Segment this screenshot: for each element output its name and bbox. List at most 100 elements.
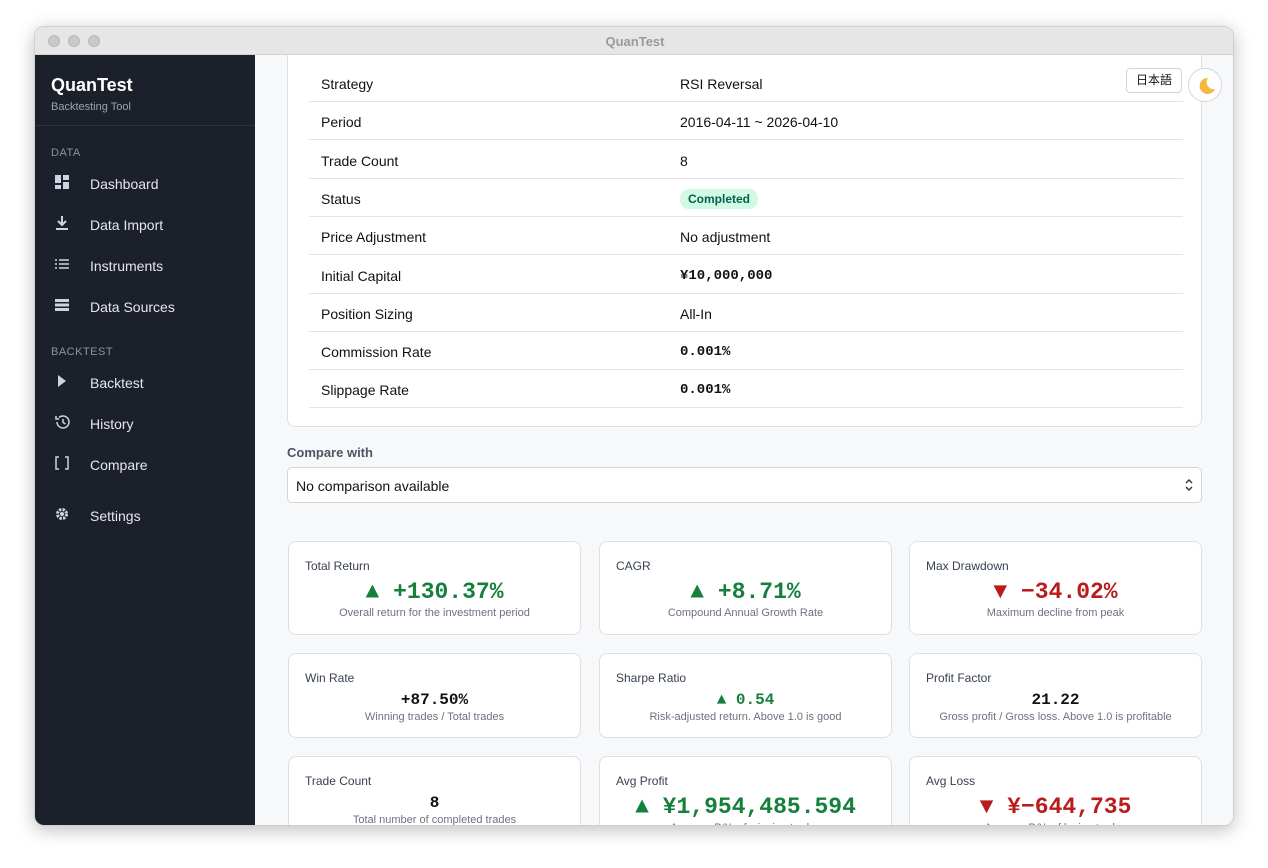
icon bbox=[55, 415, 70, 429]
detail-row: Period 2016-04-11 ~ 2026-04-10 bbox=[309, 102, 1183, 141]
metric-caption: Gross profit / Gross loss. Above 1.0 is … bbox=[939, 711, 1172, 723]
detail-label: Position Sizing bbox=[321, 305, 413, 322]
detail-label: Initial Capital bbox=[321, 267, 402, 284]
main-content: Strategy RSI Reversal Period 2016-04-11 ~ 2… bbox=[255, 55, 1233, 826]
metric-card: Avg Loss▼ ¥−644,735 Average P&L of losing… bbox=[909, 756, 1202, 825]
detail-row: Initial Capital ¥10,000,000 bbox=[309, 256, 1183, 294]
metric-card: Max Drawdown ▼ −34.02% Maximum decline fro… bbox=[909, 541, 1202, 635]
metric-value: +87.50% bbox=[400, 691, 469, 709]
select-value: No comparison available bbox=[296, 478, 450, 494]
icon bbox=[55, 259, 69, 269]
zoom-button[interactable] bbox=[88, 35, 100, 47]
detail-value: ¥10,000,000 bbox=[680, 267, 773, 284]
detail-row: Position Sizing All-In bbox=[309, 294, 1183, 332]
icon bbox=[55, 175, 69, 189]
detail-row: Trade Count 8 bbox=[309, 141, 1183, 179]
nav-item[interactable]: Data Sources bbox=[90, 299, 175, 315]
detail-row: Slippage Rate 0.001% bbox=[309, 370, 1183, 409]
brand: QuanTest bbox=[51, 75, 133, 95]
metric-caption: Overall return for the investment period bbox=[339, 607, 530, 619]
detail-value: 0.001% bbox=[680, 382, 731, 399]
metric-label: Total Return bbox=[305, 559, 370, 573]
theme-toggle[interactable] bbox=[1188, 68, 1222, 102]
detail-label: Price Adjustment bbox=[321, 229, 427, 246]
detail-label: Period bbox=[321, 114, 362, 131]
metric-value: ▼ ¥−644,735 bbox=[979, 794, 1132, 820]
nav-item[interactable]: Settings bbox=[90, 508, 141, 524]
icon bbox=[55, 299, 69, 311]
metric-value: ▼ −34.02% bbox=[993, 579, 1118, 605]
metric-label: Trade Count bbox=[305, 774, 372, 788]
detail-label: Trade Count bbox=[321, 152, 399, 169]
metric-caption: Average P&L of winning trades bbox=[600, 822, 891, 825]
detail-value: 2016-04-11 ~ 2026-04-10 bbox=[680, 114, 839, 131]
metric-card: CAGR ▲ +8.71% Compound Annual Growth Rate bbox=[599, 541, 892, 635]
details-card: Strategy RSI Reversal Period 2016-04-11 ~ 2… bbox=[287, 55, 1202, 427]
metric-label: Max Drawdown bbox=[926, 559, 1009, 573]
metric-label: Avg Profit bbox=[616, 774, 668, 788]
metric-card: Profit Factor 21.22 Gross profit / Gross l… bbox=[909, 653, 1202, 738]
detail-row: Commission Rate 0.001% bbox=[309, 332, 1183, 371]
icon bbox=[56, 216, 68, 230]
detail-value: No adjustment bbox=[680, 229, 771, 246]
nav-item[interactable]: Dashboard bbox=[90, 176, 159, 192]
detail-label: Strategy bbox=[321, 76, 374, 92]
metric-label: Avg Loss bbox=[926, 774, 976, 788]
brand-subtitle: Backtesting Tool bbox=[51, 101, 131, 113]
nav-item[interactable]: History bbox=[90, 416, 134, 432]
metric-value: ▲ +130.37% bbox=[365, 579, 504, 605]
metric-label: CAGR bbox=[616, 559, 651, 573]
compare-select[interactable]: No comparison available bbox=[287, 467, 1202, 503]
metric-caption: Average P&L of losing trades bbox=[910, 822, 1201, 825]
nav-item[interactable]: Instruments bbox=[90, 258, 164, 274]
metric-caption: Compound Annual Growth Rate bbox=[667, 607, 824, 619]
metric-value: 8 bbox=[429, 794, 440, 812]
metric-card: Avg Profit ▲ ¥1,954,485.594 Average P&L of… bbox=[599, 756, 892, 825]
icon bbox=[55, 456, 69, 470]
metric-card: Trade Count 8 Total number of completed tr… bbox=[288, 756, 581, 826]
moon-icon bbox=[1199, 77, 1215, 94]
close-button[interactable] bbox=[48, 35, 60, 47]
title-bar: QuanTest bbox=[35, 27, 1233, 55]
detail-row: Status Completed bbox=[309, 179, 1183, 217]
sidebar: QuanTest Backtesting Tool DATA Dashboard… bbox=[35, 55, 255, 825]
window: QuanTest QuanTest Backtesting Tool DATA … bbox=[34, 26, 1234, 826]
detail-value: All-In bbox=[680, 305, 712, 322]
detail-row: Strategy RSI Reversal bbox=[309, 64, 1183, 102]
metric-value: ▲ 0.54 bbox=[716, 691, 775, 709]
language-button[interactable]: 日本語 bbox=[1126, 68, 1182, 93]
metric-label: Sharpe Ratio bbox=[616, 671, 687, 685]
detail-value: 8 bbox=[680, 152, 688, 169]
metric-caption: Maximum decline from peak bbox=[986, 607, 1125, 619]
metric-value: 21.22 bbox=[1031, 691, 1080, 709]
divider bbox=[35, 125, 255, 126]
detail-row: Price Adjustment No adjustment bbox=[309, 217, 1183, 256]
metric-label: Win Rate bbox=[305, 671, 355, 685]
minimize-button[interactable] bbox=[68, 35, 80, 47]
metric-card: Sharpe Ratio ▲ 0.54 Risk-adjusted return. … bbox=[599, 653, 892, 738]
metric-value: ▲ +8.71% bbox=[690, 579, 801, 605]
status-badge: Completed bbox=[680, 188, 759, 209]
compare-label: Compare with bbox=[287, 445, 373, 460]
metric-caption: Winning trades / Total trades bbox=[364, 711, 505, 723]
nav-item[interactable]: Backtest bbox=[90, 375, 144, 391]
metric-caption: Risk-adjusted return. Above 1.0 is good bbox=[649, 711, 842, 723]
icon bbox=[56, 508, 68, 520]
icon bbox=[58, 375, 66, 387]
detail-label: Commission Rate bbox=[321, 344, 432, 361]
detail-value: RSI Reversal bbox=[680, 76, 763, 92]
metric-card: Total Return ▲ +130.37% Overall return for… bbox=[288, 541, 581, 635]
detail-value: 0.001% bbox=[680, 344, 731, 361]
nav-item[interactable]: Compare bbox=[90, 457, 148, 473]
section-label: BACKTEST bbox=[51, 346, 114, 358]
metric-value: ▲ ¥1,954,485.594 bbox=[635, 794, 856, 820]
detail-label: Status bbox=[321, 190, 361, 207]
section-label: DATA bbox=[51, 147, 81, 159]
window-title: QuanTest bbox=[605, 34, 665, 49]
select-arrow bbox=[1185, 479, 1193, 491]
detail-label: Slippage Rate bbox=[321, 382, 409, 399]
metric-card: Win Rate +87.50% Winning trades / Total tr… bbox=[288, 653, 581, 738]
metric-caption: Total number of completed trades bbox=[352, 814, 517, 826]
nav-item[interactable]: Data Import bbox=[90, 217, 164, 233]
